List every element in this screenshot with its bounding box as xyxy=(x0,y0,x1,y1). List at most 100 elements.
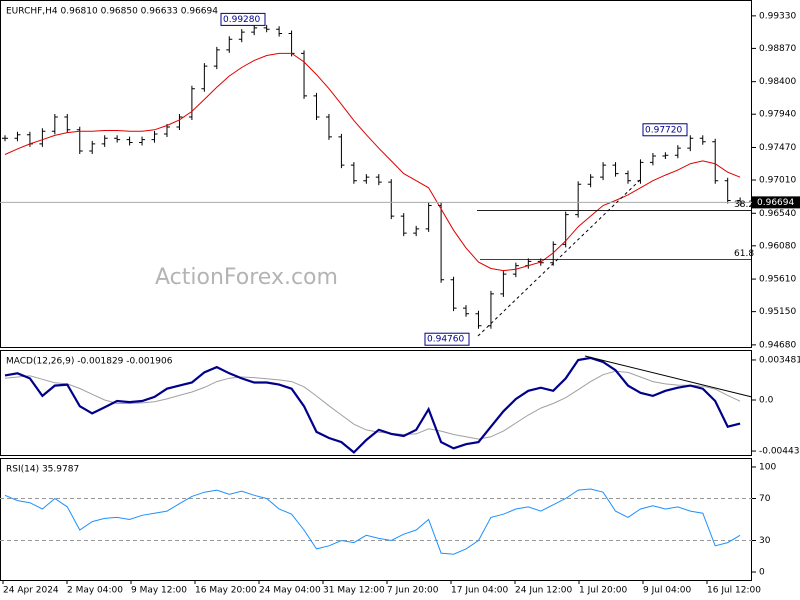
x-tick-label: 9 Jul 04:00 xyxy=(643,586,692,596)
price-bar xyxy=(263,24,270,33)
price-annotation-box xyxy=(424,332,470,346)
price-bar xyxy=(139,136,146,146)
panel-title: RSI(14) 35.9787 xyxy=(6,465,79,475)
price-bar xyxy=(712,138,719,184)
price-bar xyxy=(325,114,332,140)
price-bar xyxy=(363,174,370,184)
y-tick-label: 0.94680 xyxy=(759,340,796,350)
x-tick-label: 24 Apr 2024 xyxy=(3,586,59,596)
price-bar xyxy=(674,145,681,159)
price-bar xyxy=(89,140,96,155)
price-bar xyxy=(388,179,395,220)
price-bar xyxy=(375,174,382,186)
x-tick-label: 2 May 04:00 xyxy=(67,586,123,596)
series-line xyxy=(4,52,741,272)
y-tick-label: 0.96540 xyxy=(759,209,796,219)
price-bar xyxy=(475,310,482,329)
y-tick-label: 100 xyxy=(759,462,776,472)
x-tick-label: 24 Jun 12:00 xyxy=(515,586,572,596)
price-bar xyxy=(2,135,8,142)
price-bar xyxy=(662,152,669,159)
price-bar xyxy=(14,131,21,142)
y-tick-label: 0.98870 xyxy=(759,44,796,54)
price-bar xyxy=(463,305,470,317)
x-tick-label: 16 Jul 12:00 xyxy=(707,586,761,596)
fib-label: 61.8 xyxy=(734,249,754,259)
price-bar xyxy=(400,213,407,237)
main-frame xyxy=(0,0,752,348)
fib-label: 38.2 xyxy=(734,200,754,210)
price-bar xyxy=(114,135,121,143)
price-bar xyxy=(226,36,233,53)
price-annotation-box xyxy=(642,123,688,137)
y-tick-label: 0.95150 xyxy=(759,307,796,317)
price-bar xyxy=(687,135,694,152)
x-tick-label: 7 Jun 20:00 xyxy=(387,586,439,596)
price-bar xyxy=(64,114,71,133)
trendline xyxy=(584,355,753,398)
y-tick-label: 0.97010 xyxy=(759,176,796,186)
panel-title: MACD(12,26,9) -0.001829 -0.001906 xyxy=(6,357,173,367)
price-bar xyxy=(176,114,183,130)
price-bar xyxy=(649,152,656,166)
price-bar xyxy=(126,136,133,146)
price-annotation-box xyxy=(220,12,266,26)
price-bar xyxy=(301,50,308,99)
panel-title: EURCHF,H4 0.96810 0.96850 0.96633 0.9669… xyxy=(6,7,218,17)
x-tick-label: 31 May 12:00 xyxy=(323,586,385,596)
y-tick-label: 0.97470 xyxy=(759,143,796,153)
y-tick-label: 0.95610 xyxy=(759,275,796,285)
price-bar xyxy=(201,63,208,92)
price-bar xyxy=(313,92,320,121)
price-bar xyxy=(213,46,220,70)
y-tick-label: 70 xyxy=(759,494,771,504)
x-tick-label: 17 Jun 04:00 xyxy=(451,586,508,596)
y-tick-label: 0.98400 xyxy=(759,77,796,87)
y-tick-label: 0 xyxy=(759,568,765,578)
macd-frame xyxy=(0,350,752,456)
price-bar xyxy=(587,174,594,188)
price-bar xyxy=(724,177,731,204)
price-bar xyxy=(276,26,283,37)
price-bar xyxy=(550,241,557,266)
x-tick-label: 1 Jul 20:00 xyxy=(579,586,628,596)
current-price-label: 0.96694 xyxy=(757,198,794,208)
price-bar xyxy=(600,162,607,181)
price-bar xyxy=(350,162,357,184)
series-line xyxy=(4,488,741,555)
y-tick-label: 0.97940 xyxy=(759,110,796,120)
watermark: ActionForex.com xyxy=(155,265,338,290)
price-bar xyxy=(251,24,258,36)
price-bar xyxy=(575,181,582,218)
price-bar xyxy=(425,202,432,232)
price-annotation: 0.97720 xyxy=(645,125,682,135)
price-bar xyxy=(699,135,706,145)
price-bar xyxy=(51,114,58,135)
price-bar xyxy=(338,133,345,169)
price-annotation: 0.94760 xyxy=(427,335,464,345)
x-tick-label: 24 May 04:00 xyxy=(259,586,321,596)
y-tick-label: -0.004436 xyxy=(759,447,800,457)
current-price-box xyxy=(752,196,800,209)
price-bar xyxy=(238,29,245,43)
price-bar xyxy=(163,123,170,138)
trendline xyxy=(477,179,641,337)
y-tick-label: 0.99330 xyxy=(759,11,796,21)
y-tick-label: 0.003481 xyxy=(759,355,800,365)
y-tick-label: 0.0 xyxy=(759,396,774,406)
price-bar xyxy=(413,225,420,237)
price-bar xyxy=(612,162,619,177)
price-bar xyxy=(450,276,457,312)
price-bar xyxy=(512,262,519,278)
y-tick-label: 30 xyxy=(759,536,771,546)
y-tick-label: 0.96080 xyxy=(759,241,796,251)
price-annotation: 0.99280 xyxy=(223,15,260,25)
price-bar xyxy=(39,128,46,147)
series-line xyxy=(4,356,741,454)
price-bar xyxy=(500,271,507,297)
price-bar xyxy=(625,170,631,184)
x-tick-label: 9 May 12:00 xyxy=(131,586,187,596)
rsi-frame xyxy=(0,458,752,581)
